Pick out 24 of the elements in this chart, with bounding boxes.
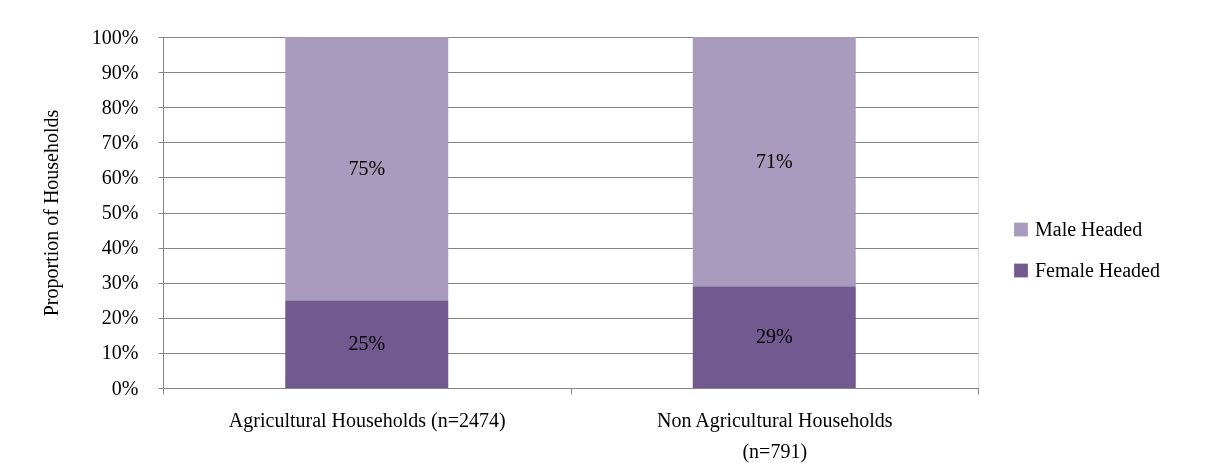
bar: [285, 37, 449, 301]
y-tick-label: 30%: [101, 271, 139, 294]
data-label: 29%: [755, 325, 793, 348]
y-tick-label: 40%: [101, 236, 139, 259]
y-axis-title: Proportion of Households: [39, 109, 63, 317]
y-tick-label: 20%: [101, 306, 139, 329]
y-tick-label: 80%: [101, 95, 139, 118]
bar: [285, 300, 449, 388]
y-tick-label: 90%: [101, 60, 139, 83]
y-tick-label: 100%: [91, 25, 139, 48]
y-tick-label: 70%: [101, 130, 139, 153]
legend-label: Male Headed: [1035, 217, 1143, 240]
bar: [692, 286, 856, 388]
y-tick-label: 0%: [111, 376, 139, 399]
bar: [692, 37, 856, 287]
x-tick-label: Non Agricultural Households (n=791): [656, 408, 893, 463]
y-tick-label: 10%: [101, 341, 139, 364]
y-tick-label: 50%: [101, 201, 139, 223]
data-label: 71%: [755, 149, 793, 172]
x-tick-label: Agricultural Households (n=2474): [228, 408, 506, 432]
legend-label: Female Headed: [1035, 258, 1160, 281]
data-label: 75%: [348, 156, 386, 179]
y-tick-label: 60%: [101, 165, 139, 188]
data-label: 25%: [348, 332, 386, 355]
